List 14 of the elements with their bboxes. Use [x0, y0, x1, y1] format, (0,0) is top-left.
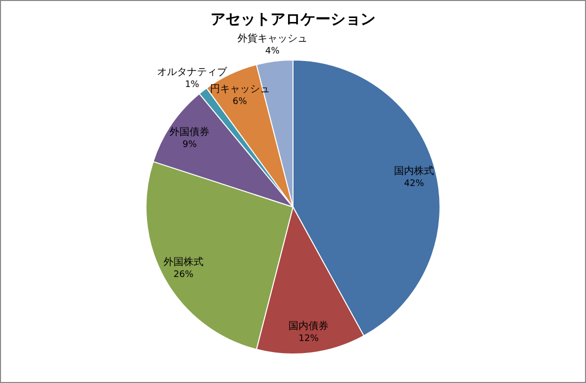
data-label: 4%	[265, 46, 280, 57]
data-label: 9%	[182, 140, 198, 150]
slice-label: 国内株式	[394, 164, 434, 177]
data-label: 6%	[232, 96, 248, 107]
slice-label: 外国債券	[170, 126, 210, 138]
slice-label: 外国株式	[164, 256, 204, 268]
data-label: 42%	[404, 178, 424, 189]
chart-title: アセットアロケーション	[210, 10, 376, 28]
data-label: 1%	[184, 80, 200, 90]
slice-label: 外貨キャッシュ	[237, 32, 308, 45]
data-label: 26%	[174, 270, 194, 280]
data-label: 12%	[298, 334, 320, 344]
slice-label: 国内債券	[288, 320, 329, 332]
slice-label: オルタナティブ	[157, 66, 228, 78]
